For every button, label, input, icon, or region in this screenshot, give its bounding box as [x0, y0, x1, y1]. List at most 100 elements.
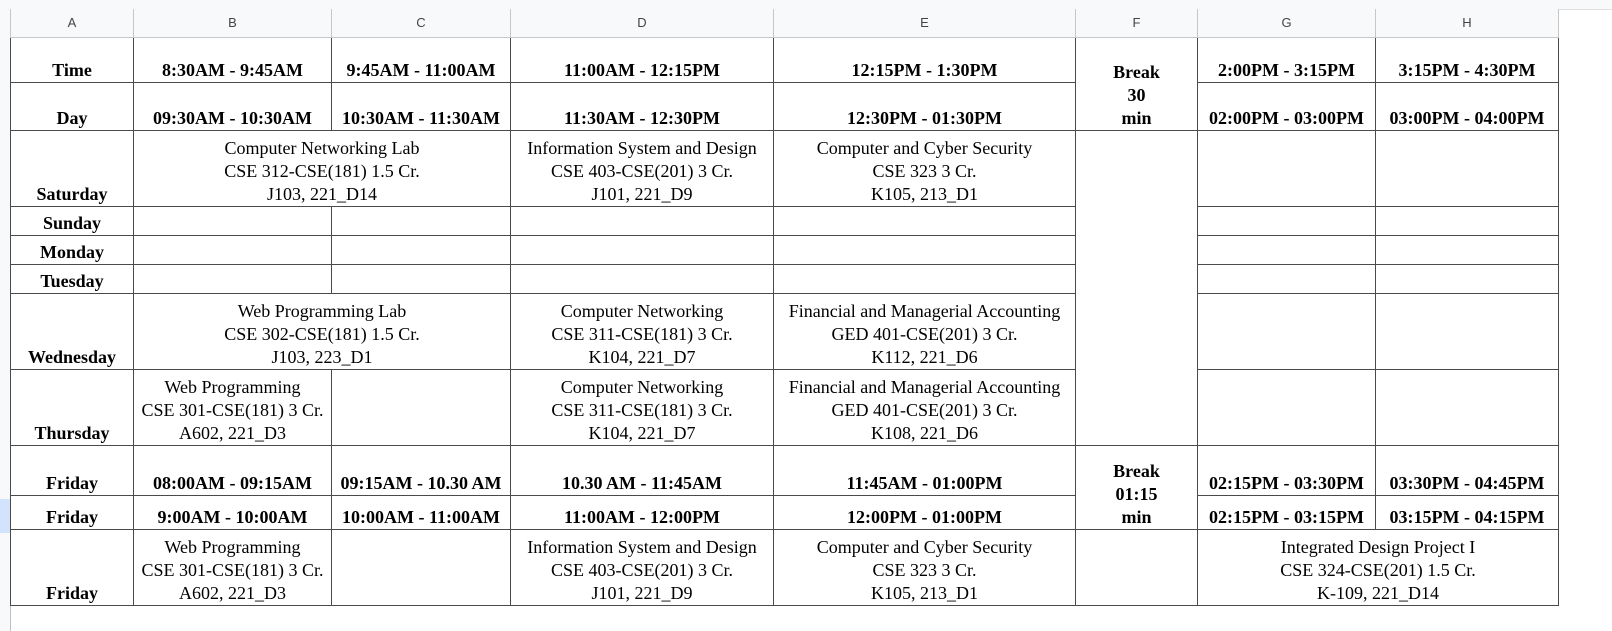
day-name-cell[interactable]: Wednesday — [10, 292, 134, 370]
friday-slot-cell[interactable]: 03:15PM - 04:15PM — [1375, 494, 1559, 530]
day-name-cell[interactable]: Saturday — [10, 129, 134, 207]
course-title: Computer Networking — [560, 300, 724, 321]
day-slot-cell[interactable]: 11:30AM - 12:30PM — [510, 81, 774, 131]
empty-cell[interactable] — [510, 263, 774, 294]
day-slot-cell[interactable]: 09:30AM - 10:30AM — [133, 81, 332, 131]
empty-cell[interactable] — [133, 263, 332, 294]
column-header-h[interactable]: H — [1375, 9, 1559, 38]
friday-slot-cell[interactable]: 11:00AM - 12:00PM — [510, 494, 774, 530]
friday-slot-cell[interactable]: 09:15AM - 10.30 AM — [331, 444, 511, 496]
empty-cell[interactable] — [1197, 263, 1376, 294]
empty-cell[interactable] — [331, 205, 511, 236]
column-header-a[interactable]: A — [10, 9, 134, 38]
day-name-cell[interactable]: Friday — [10, 494, 134, 530]
class-cell[interactable]: Computer Networking CSE 311-CSE(181) 3 C… — [510, 368, 774, 446]
empty-cell[interactable] — [1197, 368, 1376, 446]
class-cell[interactable]: Integrated Design Project I CSE 324-CSE(… — [1197, 528, 1559, 606]
course-code: CSE 403-CSE(201) 3 Cr. — [550, 160, 733, 181]
column-header-c[interactable]: C — [331, 9, 511, 38]
break-column-empty-cell[interactable] — [1075, 129, 1198, 446]
break-line: 30 — [1127, 84, 1146, 105]
course-title: Computer Networking Lab — [224, 137, 420, 158]
class-cell[interactable]: Financial and Managerial Accounting GED … — [773, 368, 1076, 446]
empty-cell[interactable] — [1375, 263, 1559, 294]
column-header-d[interactable]: D — [510, 9, 774, 38]
course-code: CSE 301-CSE(181) 3 Cr. — [141, 559, 324, 580]
friday-slot-cell[interactable]: 12:00PM - 01:00PM — [773, 494, 1076, 530]
empty-cell[interactable] — [1375, 129, 1559, 207]
course-code: CSE 302-CSE(181) 1.5 Cr. — [224, 323, 420, 344]
class-cell[interactable]: Information System and Design CSE 403-CS… — [510, 129, 774, 207]
time-slot-cell[interactable]: 12:15PM - 1:30PM — [773, 36, 1076, 83]
time-slot-cell[interactable]: 2:00PM - 3:15PM — [1197, 36, 1376, 83]
empty-cell[interactable] — [1197, 292, 1376, 370]
empty-cell[interactable] — [1197, 129, 1376, 207]
time-row: Time 8:30AM - 9:45AM 9:45AM - 11:00AM 11… — [10, 36, 1559, 131]
sunday-row: Sunday — [10, 205, 1559, 236]
class-cell[interactable]: Information System and Design CSE 403-CS… — [510, 528, 774, 606]
time-label-cell[interactable]: Time — [10, 36, 134, 83]
day-name-cell[interactable]: Friday — [10, 444, 134, 496]
class-cell[interactable]: Web Programming CSE 301-CSE(181) 3 Cr. A… — [133, 528, 332, 606]
class-cell[interactable]: Financial and Managerial Accounting GED … — [773, 292, 1076, 370]
friday-slot-cell[interactable]: 02:15PM - 03:30PM — [1197, 444, 1376, 496]
empty-cell[interactable] — [1197, 234, 1376, 265]
break-cell[interactable]: Break 30 min — [1075, 36, 1198, 131]
empty-cell[interactable] — [773, 263, 1076, 294]
class-cell[interactable]: Web Programming CSE 301-CSE(181) 3 Cr. A… — [133, 368, 332, 446]
course-code: CSE 324-CSE(201) 1.5 Cr. — [1280, 559, 1476, 580]
class-cell[interactable]: Computer and Cyber Security CSE 323 3 Cr… — [773, 528, 1076, 606]
friday-slot-cell[interactable]: 10:00AM - 11:00AM — [331, 494, 511, 530]
empty-cell[interactable] — [1375, 368, 1559, 446]
empty-cell[interactable] — [331, 234, 511, 265]
course-code: GED 401-CSE(201) 3 Cr. — [831, 323, 1018, 344]
day-name-cell[interactable]: Sunday — [10, 205, 134, 236]
empty-cell[interactable] — [331, 368, 511, 446]
friday-slot-cell[interactable]: 03:30PM - 04:45PM — [1375, 444, 1559, 496]
class-cell[interactable]: Computer Networking CSE 311-CSE(181) 3 C… — [510, 292, 774, 370]
friday-slot-cell[interactable]: 11:45AM - 01:00PM — [773, 444, 1076, 496]
friday-slot-cell[interactable]: 02:15PM - 03:15PM — [1197, 494, 1376, 530]
empty-cell[interactable] — [1375, 292, 1559, 370]
day-name-cell[interactable]: Monday — [10, 234, 134, 265]
empty-cell[interactable] — [510, 234, 774, 265]
time-slot-cell[interactable]: 9:45AM - 11:00AM — [331, 36, 511, 83]
empty-cell[interactable] — [773, 205, 1076, 236]
empty-cell[interactable] — [510, 205, 774, 236]
friday-slot-cell[interactable]: 08:00AM - 09:15AM — [133, 444, 332, 496]
day-name-cell[interactable]: Tuesday — [10, 263, 134, 294]
time-slot-cell[interactable]: 3:15PM - 4:30PM — [1375, 36, 1559, 83]
break-line: Break — [1113, 61, 1160, 82]
course-room: K-109, 221_D14 — [1317, 582, 1439, 603]
column-header-b[interactable]: B — [133, 9, 332, 38]
class-cell[interactable]: Web Programming Lab CSE 302-CSE(181) 1.5… — [133, 292, 511, 370]
empty-cell[interactable] — [1375, 205, 1559, 236]
column-header-g[interactable]: G — [1197, 9, 1376, 38]
class-cell[interactable]: Computer Networking Lab CSE 312-CSE(181)… — [133, 129, 511, 207]
friday-break-cell[interactable]: Break 01:15 min — [1075, 444, 1198, 530]
empty-cell[interactable] — [1197, 205, 1376, 236]
class-cell[interactable]: Computer and Cyber Security CSE 323 3 Cr… — [773, 129, 1076, 207]
friday-slot-cell[interactable]: 10.30 AM - 11:45AM — [510, 444, 774, 496]
empty-cell[interactable] — [133, 234, 332, 265]
column-header-f[interactable]: F — [1075, 9, 1198, 38]
empty-cell[interactable] — [331, 528, 511, 606]
empty-cell[interactable] — [773, 234, 1076, 265]
friday-slot-cell[interactable]: 9:00AM - 10:00AM — [133, 494, 332, 530]
time-slot-cell[interactable]: 8:30AM - 9:45AM — [133, 36, 332, 83]
day-slot-cell[interactable]: 02:00PM - 03:00PM — [1197, 81, 1376, 131]
day-slot-cell[interactable]: 10:30AM - 11:30AM — [331, 81, 511, 131]
empty-cell[interactable] — [1075, 528, 1198, 606]
time-slot-cell[interactable]: 11:00AM - 12:15PM — [510, 36, 774, 83]
empty-cell[interactable] — [1375, 234, 1559, 265]
course-title: Computer and Cyber Security — [816, 536, 1033, 557]
empty-cell[interactable] — [133, 205, 332, 236]
day-slot-cell[interactable]: 03:00PM - 04:00PM — [1375, 81, 1559, 131]
column-header-e[interactable]: E — [773, 9, 1076, 38]
day-name-cell[interactable]: Thursday — [10, 368, 134, 446]
day-slot-cell[interactable]: 12:30PM - 01:30PM — [773, 81, 1076, 131]
thursday-row: Thursday Web Programming CSE 301-CSE(181… — [10, 368, 1559, 446]
day-name-cell[interactable]: Friday — [10, 528, 134, 606]
day-label-cell[interactable]: Day — [10, 81, 134, 131]
empty-cell[interactable] — [331, 263, 511, 294]
